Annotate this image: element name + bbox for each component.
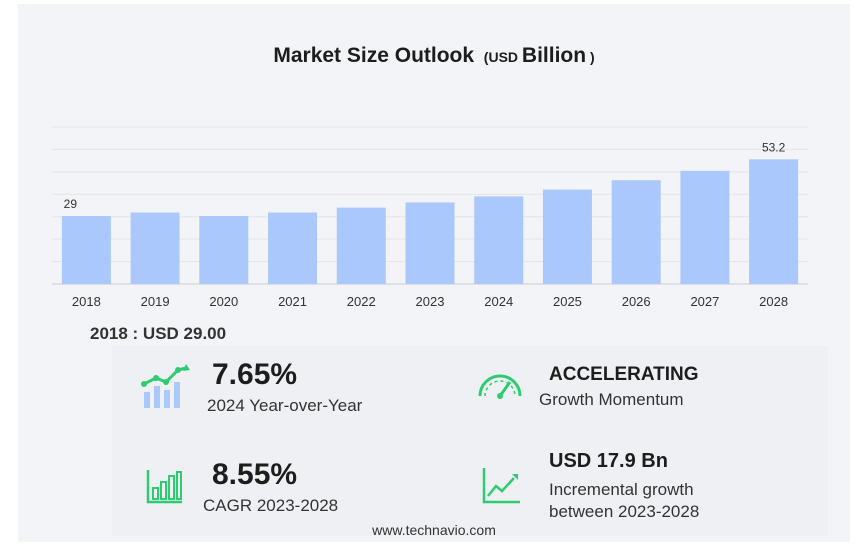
cagr-label: CAGR 2023-2028 <box>203 496 339 515</box>
bar-2024 <box>474 196 524 284</box>
growth-chart-icon <box>141 364 190 408</box>
bar-2025 <box>542 189 592 284</box>
yoy-label: 2024 Year-over-Year <box>207 396 363 415</box>
bar-2027 <box>680 170 730 284</box>
bar-2022 <box>336 207 386 284</box>
bar-2018 <box>61 216 111 284</box>
base-year-label: 2018 : USD 29.00 <box>90 324 227 343</box>
momentum-label: Growth Momentum <box>539 390 684 409</box>
x-tick-label: 2022 <box>347 294 376 309</box>
bar-2019 <box>130 212 180 284</box>
chart-title: Market Size Outlook (USD Billion ) <box>0 44 868 68</box>
title-unit: (USD Billion ) <box>483 44 595 67</box>
bar-2028 <box>749 159 799 284</box>
x-tick-label: 2025 <box>553 294 582 309</box>
incremental-label-2: between 2023-2028 <box>549 502 700 521</box>
speedometer-icon <box>478 374 522 399</box>
bar-chart: 2018 2019 2020 2021 2022 2023 2024 2025 2026 2027… <box>52 126 808 309</box>
bar-2021 <box>268 212 318 284</box>
incremental-label-1: Incremental growth <box>549 480 694 499</box>
stats-panel <box>112 346 828 536</box>
x-tick-label: 2028 <box>759 294 788 309</box>
source-footer: www.technavio.com <box>372 522 496 538</box>
bar-2020 <box>199 216 249 284</box>
bar-chart-icon <box>146 470 182 504</box>
title-main: Market Size Outlook <box>273 44 475 67</box>
x-tick-label: 2021 <box>278 294 307 309</box>
bar-2023 <box>405 202 455 284</box>
trend-line-icon <box>482 468 520 504</box>
x-tick-label: 2019 <box>141 294 170 309</box>
x-tick-label: 2024 <box>484 294 513 309</box>
incremental-value: USD 17.9 Bn <box>549 450 668 472</box>
x-tick-label: 2023 <box>416 294 445 309</box>
x-tick-label: 2020 <box>209 294 238 309</box>
cagr-value: 8.55% <box>212 458 298 491</box>
data-label: 53.2 <box>762 140 786 154</box>
yoy-value: 7.65% <box>212 358 298 391</box>
data-label: 29 <box>64 197 78 211</box>
bar-2026 <box>611 180 661 284</box>
x-tick-label: 2018 <box>72 294 101 309</box>
momentum-value: ACCELERATING <box>549 364 699 385</box>
x-tick-label: 2027 <box>690 294 719 309</box>
x-tick-label: 2026 <box>622 294 651 309</box>
